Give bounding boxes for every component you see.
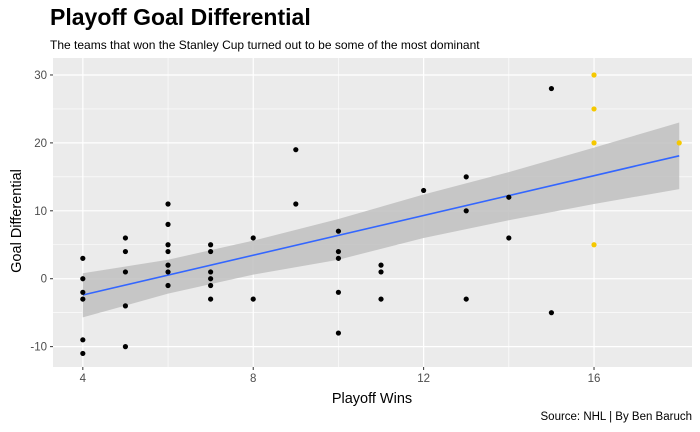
data-point	[293, 147, 299, 153]
champion-point	[676, 140, 682, 146]
data-point	[506, 194, 512, 200]
data-point	[335, 248, 342, 255]
y-tick-label: 30	[34, 70, 47, 82]
y-tick-label: 10	[34, 206, 47, 218]
y-tick-label: -10	[30, 342, 47, 354]
data-point	[421, 187, 427, 194]
y-tick-label: 20	[34, 138, 47, 150]
data-point	[335, 255, 342, 261]
data-point	[165, 282, 171, 289]
data-point	[165, 221, 171, 227]
trend-line	[82, 155, 680, 296]
data-point	[165, 201, 171, 207]
x-tick-label: 8	[250, 373, 256, 385]
data-point	[250, 296, 256, 302]
champion-point	[591, 140, 597, 146]
data-point	[80, 289, 86, 295]
data-point	[80, 337, 86, 343]
data-point	[506, 235, 512, 241]
data-point	[122, 269, 129, 275]
data-point	[378, 269, 384, 275]
data-point	[335, 228, 342, 234]
y-axis-title: Goal Differential	[9, 169, 25, 273]
x-tick-label: 4	[80, 373, 87, 385]
data-point	[208, 242, 214, 248]
x-tick-label: 12	[417, 373, 430, 385]
data-point	[80, 296, 86, 302]
x-tick-label: 16	[588, 373, 601, 385]
data-point	[165, 269, 171, 275]
data-point	[122, 344, 129, 350]
x-axis-title: Playoff Wins	[332, 391, 412, 407]
data-point	[208, 276, 214, 282]
data-point	[463, 296, 469, 302]
data-point	[208, 248, 214, 255]
data-point	[80, 350, 86, 357]
confidence-band	[82, 122, 680, 318]
data-point	[293, 201, 299, 207]
data-point	[463, 208, 469, 214]
chart-subtitle: The teams that won the Stanley Cup turne…	[50, 38, 480, 52]
x-axis-ticks: 4 8 12 16	[80, 367, 601, 385]
y-tick-label: 0	[41, 274, 47, 286]
data-point	[122, 235, 129, 241]
champion-point	[591, 242, 597, 248]
data-point	[335, 330, 342, 336]
data-point	[463, 174, 469, 180]
data-points	[80, 85, 555, 357]
data-point	[208, 296, 214, 302]
data-point	[165, 242, 171, 248]
data-point	[165, 248, 171, 255]
champion-point	[591, 106, 597, 112]
data-point	[208, 269, 214, 275]
data-point	[378, 262, 384, 268]
data-point	[548, 310, 555, 316]
data-point	[250, 235, 256, 241]
y-axis-ticks: -10 0 10 20 30	[30, 70, 53, 354]
data-point	[122, 303, 129, 309]
source-caption: Source: NHL | By Ben Baruch	[540, 411, 693, 423]
data-point	[378, 296, 384, 302]
data-point	[548, 85, 555, 92]
data-point	[165, 262, 171, 268]
chart-title: Playoff Goal Differential	[50, 4, 311, 30]
champion-point	[591, 72, 597, 78]
data-point	[208, 282, 214, 289]
data-point	[80, 276, 86, 282]
champion-points	[591, 72, 682, 248]
data-point	[122, 248, 129, 255]
data-point	[335, 289, 342, 295]
data-point	[80, 255, 86, 261]
